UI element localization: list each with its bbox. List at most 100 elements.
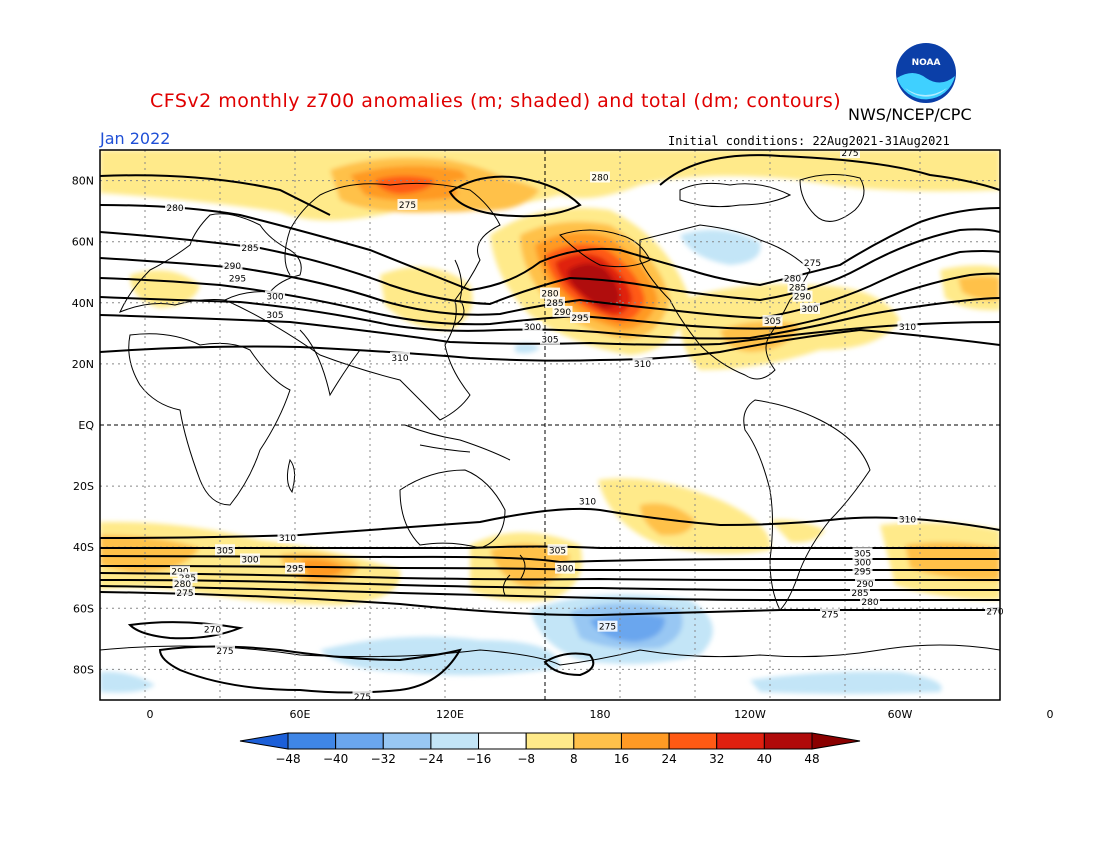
contour-label-bg [852,565,873,577]
contour-label: 285 [545,296,565,309]
contour-label: 290 [222,260,243,272]
contour-label: 300 [265,290,285,303]
colorbar-tick-label: 40 [757,752,772,766]
contour-label-text: 275 [821,610,838,620]
contour-label-text: 310 [279,534,296,544]
colorbar-box [668,732,718,750]
graticule [100,150,1000,700]
contour-label-text: 280 [541,290,558,300]
contour-label-bg [552,305,573,317]
lat-label-40s: 40S [73,541,94,554]
coast-canada-arctic [679,182,792,208]
contour-label: 305 [215,544,235,556]
colorbar-box [335,732,384,750]
contour-label: 275 [352,690,373,703]
map-frame [99,149,1001,701]
contour-label: 300 [555,562,575,575]
contour-label-text: 305 [854,549,871,559]
contour-label: 300 [522,321,543,333]
contour-label-text: 275 [176,589,193,599]
contour-label-bg [577,495,598,507]
contour-label-text: 300 [266,293,283,303]
contour-label-text: 280 [861,598,878,608]
contour-label-text: 290 [554,308,571,318]
contour-label-bg [800,302,820,314]
contour-label: 270 [202,623,223,636]
contour-label: 305 [265,309,285,321]
anomaly-so-samer-pos [770,519,825,543]
contour-label-text: 305 [549,546,566,556]
contour-label-bg [540,287,560,299]
colorbar-box [478,732,527,750]
initial-conditions-label: Initial conditions: 22Aug2021-31Aug2021 [668,134,950,148]
colorbar-max-arrow [811,732,861,750]
coast-asia [224,182,501,421]
contour-label-bg [840,147,860,159]
contour-label-bg [850,587,870,599]
coast-alaska [559,229,651,268]
colorbar-tick-label: 48 [804,752,819,766]
contour-label-bg [547,544,568,556]
lon-label-0: 0 [147,708,154,721]
equator-dateline [100,150,1000,700]
contour-label: 295 [570,312,590,324]
contour-label-text: 280 [166,204,183,214]
contour-label-text: 285 [241,244,258,254]
colorbar-tick-label: −16 [466,752,491,766]
contour-label: 290 [855,577,875,590]
anomaly-pac-neg-small [515,343,540,354]
contour-label-bg [202,623,223,635]
lat-label-80s: 80S [73,663,94,676]
noaa-logo: NOAA [896,43,956,103]
lat-label-80n: 80N [72,175,94,188]
lat-label-20s: 20S [73,480,94,493]
contour-label-text: 305 [266,311,283,321]
contour-label: 310 [897,513,918,526]
contour-label: 280 [540,287,560,300]
contour-label-text: 285 [546,299,563,309]
contour-label-bg [240,241,260,253]
lat-label-40n: 40N [72,297,94,310]
contour-label: 295 [285,562,305,575]
contour-label-text: 290 [224,262,241,272]
contour-280-s [100,585,1000,602]
contour-label-text: 275 [399,201,416,211]
contour-label: 275 [820,608,840,620]
contour-label: 275 [840,147,860,159]
contour-label-bg [227,272,248,284]
agency-label: NWS/NCEP/CPC [848,105,972,124]
contour-label-text: 275 [804,259,821,269]
colorbar-tick-label: 32 [709,752,724,766]
contour-label: 280 [860,596,880,608]
contour-label: 280 [590,171,610,184]
contour-label-bg [222,260,243,272]
contour-label-text: 290 [794,293,811,303]
lat-label-60s: 60S [73,602,94,615]
anomaly-npac-core [568,263,620,309]
contour-label: 280 [172,577,193,590]
contour-label-bg [285,562,305,574]
contour-label-bg [265,290,285,302]
contour-label-text: 275 [841,149,858,159]
contour-label-bg [240,553,260,565]
contour-label-text: 310 [899,516,916,526]
contour-label-bg [177,571,198,583]
contour-label-bg [170,565,190,577]
contour-label: 280 [782,272,803,284]
contour-label-bg [985,605,1005,617]
contour-label-bg [215,645,235,657]
contour-310 [100,328,1000,362]
contour-label-text: 280 [174,580,191,590]
anomaly-indian-neg [320,636,560,676]
contour-290-s [100,572,1000,582]
coast-india [299,329,361,397]
axis-labels: 80N 60N 40N 20N EQ 20S 40S 60S 80S 0 60E 120E 180 120… [72,175,1054,721]
contour-label-bg [860,596,880,608]
contour-label-text: 280 [591,174,608,184]
contour-label: 310 [390,351,410,364]
colorbar-min-arrow [239,732,289,750]
colorbar-tick-label: −24 [418,752,443,766]
anomaly-antarctic-neg [100,671,155,693]
contour-label-text: 295 [229,274,246,284]
